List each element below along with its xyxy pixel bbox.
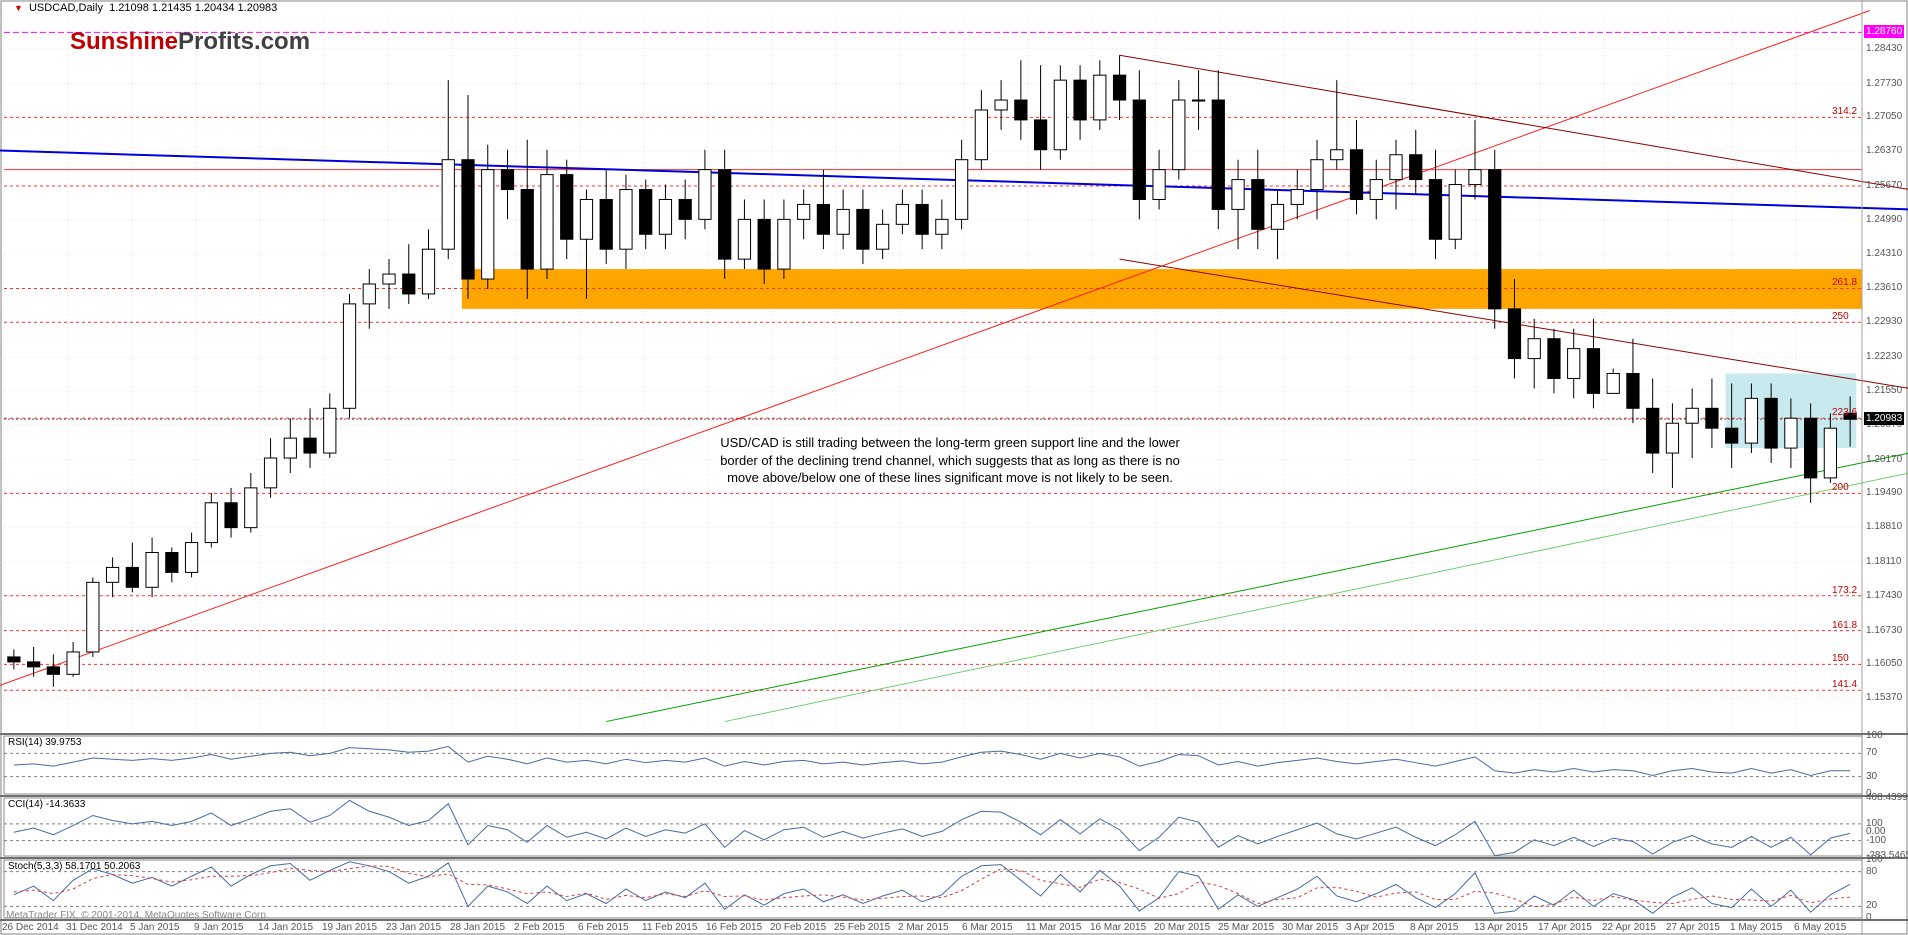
fib-label: 250 (1832, 311, 1849, 322)
date-tick: 16 Mar 2015 (1090, 922, 1146, 933)
date-tick: 11 Feb 2015 (642, 922, 697, 933)
rsi-label: RSI(14) 39.9753 (8, 737, 81, 748)
date-tick: 5 Jan 2015 (130, 922, 180, 933)
indicator-level: 0 (1866, 912, 1872, 923)
date-tick: 11 Mar 2015 (1026, 922, 1081, 933)
date-tick: 1 May 2015 (1730, 922, 1782, 933)
date-tick: 20 Mar 2015 (1154, 922, 1210, 933)
date-tick: 23 Jan 2015 (386, 922, 441, 933)
price-tick: 1.28430 (1866, 43, 1902, 54)
indicator-level: 100 (1866, 854, 1883, 865)
fib-label: 261.8 (1832, 277, 1857, 288)
price-tick: 1.22930 (1866, 316, 1902, 327)
price-tick: 1.16730 (1866, 625, 1902, 636)
fib-label: 173.2 (1832, 585, 1857, 596)
price-tick: 1.27050 (1866, 111, 1902, 122)
fib-label: 200 (1832, 482, 1849, 493)
price-tick: 1.20170 (1866, 454, 1902, 465)
footer-copyright: MetaTrader FIX, © 2001-2014, MetaQuotes … (6, 910, 269, 921)
price-tick: 1.19490 (1866, 487, 1902, 498)
price-tick: 1.26370 (1866, 145, 1902, 156)
price-tick: 1.23610 (1866, 282, 1902, 293)
brand-b: Profits.com (178, 28, 310, 55)
date-tick: 13 Apr 2015 (1474, 922, 1528, 933)
indicator-level: 70 (1866, 747, 1877, 758)
cci-label: CCI(14) -14.3633 (8, 799, 85, 810)
date-tick: 6 May 2015 (1794, 922, 1846, 933)
price-tick: 1.24310 (1866, 248, 1902, 259)
price-tick: 1.24990 (1866, 214, 1902, 225)
price-tick: 1.27730 (1866, 78, 1902, 89)
fib-label: 223.6 (1832, 407, 1857, 418)
date-tick: 2 Feb 2015 (514, 922, 565, 933)
price-tick: 1.21550 (1866, 385, 1902, 396)
date-tick: 20 Feb 2015 (770, 922, 826, 933)
date-tick: 14 Jan 2015 (258, 922, 313, 933)
price-tag: 1.20983 (1864, 412, 1904, 425)
indicator-level: 100 (1866, 730, 1883, 741)
date-tick: 6 Feb 2015 (578, 922, 629, 933)
date-tick: 28 Jan 2015 (450, 922, 505, 933)
date-tick: 9 Jan 2015 (194, 922, 244, 933)
ohlc-label: 1.21098 1.21435 1.20434 1.20983 (109, 2, 277, 14)
chart-container[interactable]: ▼ USDCAD,Daily 1.21098 1.21435 1.20434 1… (0, 0, 1908, 935)
price-tick: 1.25670 (1866, 180, 1902, 191)
price-tick: 1.16050 (1866, 658, 1902, 669)
date-tick: 26 Dec 2014 (2, 922, 59, 933)
date-tick: 31 Dec 2014 (66, 922, 123, 933)
date-tick: 8 Apr 2015 (1410, 922, 1458, 933)
symbol-label: USDCAD (29, 2, 75, 14)
down-arrow-icon: ▼ (14, 3, 23, 13)
date-tick: 6 Mar 2015 (962, 922, 1013, 933)
annotation-text: USD/CAD is still trading between the lon… (720, 434, 1180, 487)
price-tag: 1.28760 (1864, 25, 1904, 38)
date-tick: 3 Apr 2015 (1346, 922, 1394, 933)
indicator-level: 20 (1866, 900, 1877, 911)
date-tick: 22 Apr 2015 (1602, 922, 1656, 933)
fib-label: 161.8 (1832, 620, 1857, 631)
date-tick: 19 Jan 2015 (322, 922, 377, 933)
title-bar: ▼ USDCAD,Daily 1.21098 1.21435 1.20434 1… (14, 2, 277, 14)
date-tick: 16 Feb 2015 (706, 922, 762, 933)
indicator-level: -100 (1866, 835, 1886, 846)
date-tick: 25 Mar 2015 (1218, 922, 1274, 933)
price-tick: 1.17430 (1866, 590, 1902, 601)
price-tick: 1.18110 (1866, 556, 1901, 567)
date-tick: 25 Feb 2015 (834, 922, 890, 933)
price-tick: 1.18810 (1866, 521, 1902, 532)
fib-label: 314.2 (1832, 106, 1857, 117)
fib-label: 150 (1832, 653, 1849, 664)
fib-label: 141.4 (1832, 679, 1857, 690)
date-tick: 30 Mar 2015 (1282, 922, 1338, 933)
indicator-level: 80 (1866, 866, 1877, 877)
price-tick: 1.15370 (1866, 692, 1902, 703)
timeframe-label: Daily (79, 2, 103, 14)
brand-watermark: SunshineProfits.com (70, 28, 310, 56)
indicator-level: 408.4399 (1866, 792, 1908, 803)
date-tick: 2 Mar 2015 (898, 922, 949, 933)
date-tick: 17 Apr 2015 (1538, 922, 1592, 933)
brand-a: Sunshine (70, 28, 178, 55)
indicator-level: 30 (1866, 771, 1877, 782)
price-tick: 1.22230 (1866, 351, 1902, 362)
stoch-label: Stoch(5,3,3) 58.1701 50.2063 (8, 861, 140, 872)
date-tick: 27 Apr 2015 (1666, 922, 1720, 933)
